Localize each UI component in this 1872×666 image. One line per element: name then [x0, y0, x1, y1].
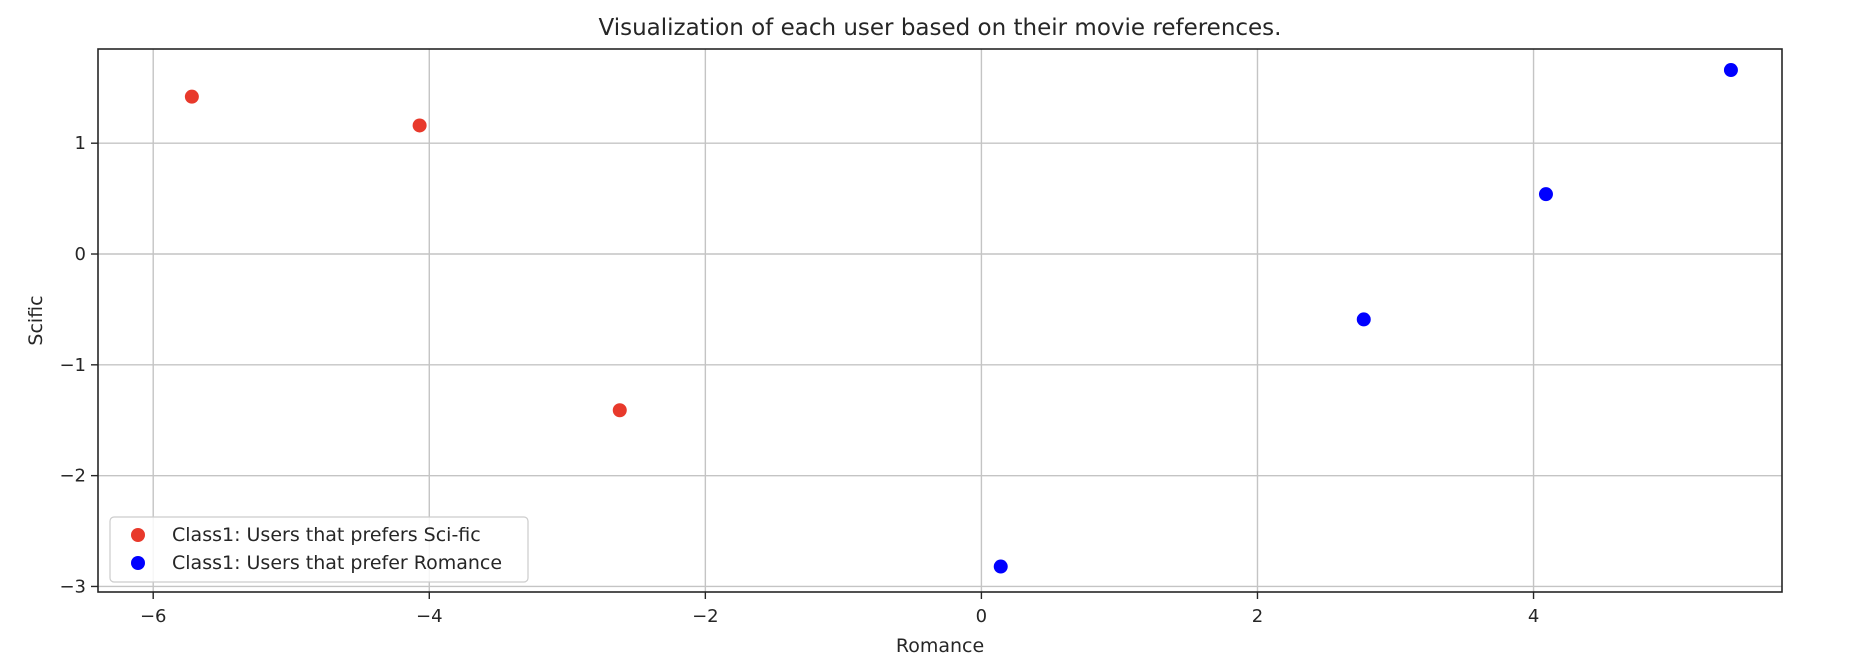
x-tick-label: 2	[1252, 606, 1263, 627]
data-point-series-1	[412, 118, 427, 133]
x-tick-label: −2	[692, 606, 719, 627]
plot-frame	[97, 48, 1783, 593]
legend-marker-series-2	[131, 556, 145, 570]
data-point-series-2	[1356, 312, 1371, 327]
y-tick-label: 1	[75, 133, 86, 154]
x-tick-label: 0	[976, 606, 987, 627]
grid	[98, 49, 1782, 592]
data-point-series-1	[612, 403, 627, 418]
data-points	[184, 63, 1738, 574]
legend: Class1: Users that prefers Sci-fic Class1…	[109, 516, 529, 583]
x-tick-label: −4	[416, 606, 443, 627]
x-tick-label: 4	[1528, 606, 1539, 627]
x-axis-label: Romance	[896, 635, 984, 657]
data-point-series-2	[993, 559, 1008, 574]
y-tick-label: −1	[59, 355, 86, 376]
y-tick-label: 0	[75, 244, 86, 265]
y-tick-label: −3	[59, 576, 86, 597]
data-point-series-1	[184, 89, 199, 104]
data-point-series-2	[1723, 63, 1738, 78]
y-axis-label: Scific	[25, 295, 47, 345]
axis-ticks: −6 −4 −2 0 2 4 1 0 −1 −2 −3	[59, 133, 1539, 627]
chart-title: Visualization of each user based on thei…	[599, 15, 1282, 41]
legend-marker-series-1	[131, 528, 145, 542]
legend-label-series-1: Class1: Users that prefers Sci-fic	[172, 524, 481, 546]
data-point-series-2	[1538, 187, 1553, 202]
legend-box	[109, 516, 529, 583]
y-tick-label: −2	[59, 466, 86, 487]
x-tick-label: −6	[140, 606, 167, 627]
legend-label-series-2: Class1: Users that prefer Romance	[172, 552, 502, 574]
